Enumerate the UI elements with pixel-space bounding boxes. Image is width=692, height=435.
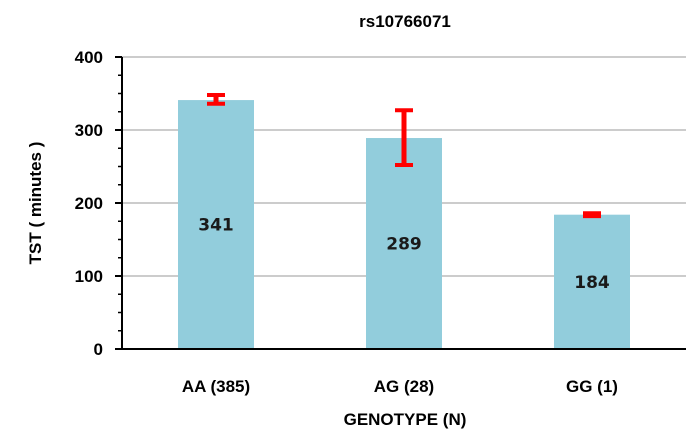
data-labels: 341 289 184 [198,216,610,293]
error-bar-2 [583,211,601,219]
x-axis-label: GENOTYPE (N) [344,410,467,429]
y-tick-label-4: 400 [75,48,103,67]
bars [178,100,630,349]
bar-1 [366,138,442,349]
error-bars [207,92,601,219]
data-label-2: 184 [574,273,610,293]
data-label-0: 341 [198,216,234,236]
x-tick-labels: AA (385) AG (28) GG (1) [182,377,618,396]
y-tick-label-3: 300 [75,121,103,140]
data-label-1: 289 [386,235,422,255]
bar-0 [178,100,254,349]
x-tick-label-1: AG (28) [374,377,434,396]
y-tick-labels: 0 100 200 300 400 [75,48,103,359]
axes [115,56,686,350]
error-bar-1 [395,108,413,168]
error-bar-0 [207,92,225,106]
y-tick-label-0: 0 [94,340,103,359]
y-tick-label-2: 200 [75,194,103,213]
y-tick-label-1: 100 [75,267,103,286]
bar-2 [554,214,630,349]
x-tick-label-2: GG (1) [566,377,618,396]
chart-title: rs10766071 [359,12,451,31]
y-axis-label: TST ( minutes ) [26,142,45,265]
x-tick-label-0: AA (385) [182,377,250,396]
